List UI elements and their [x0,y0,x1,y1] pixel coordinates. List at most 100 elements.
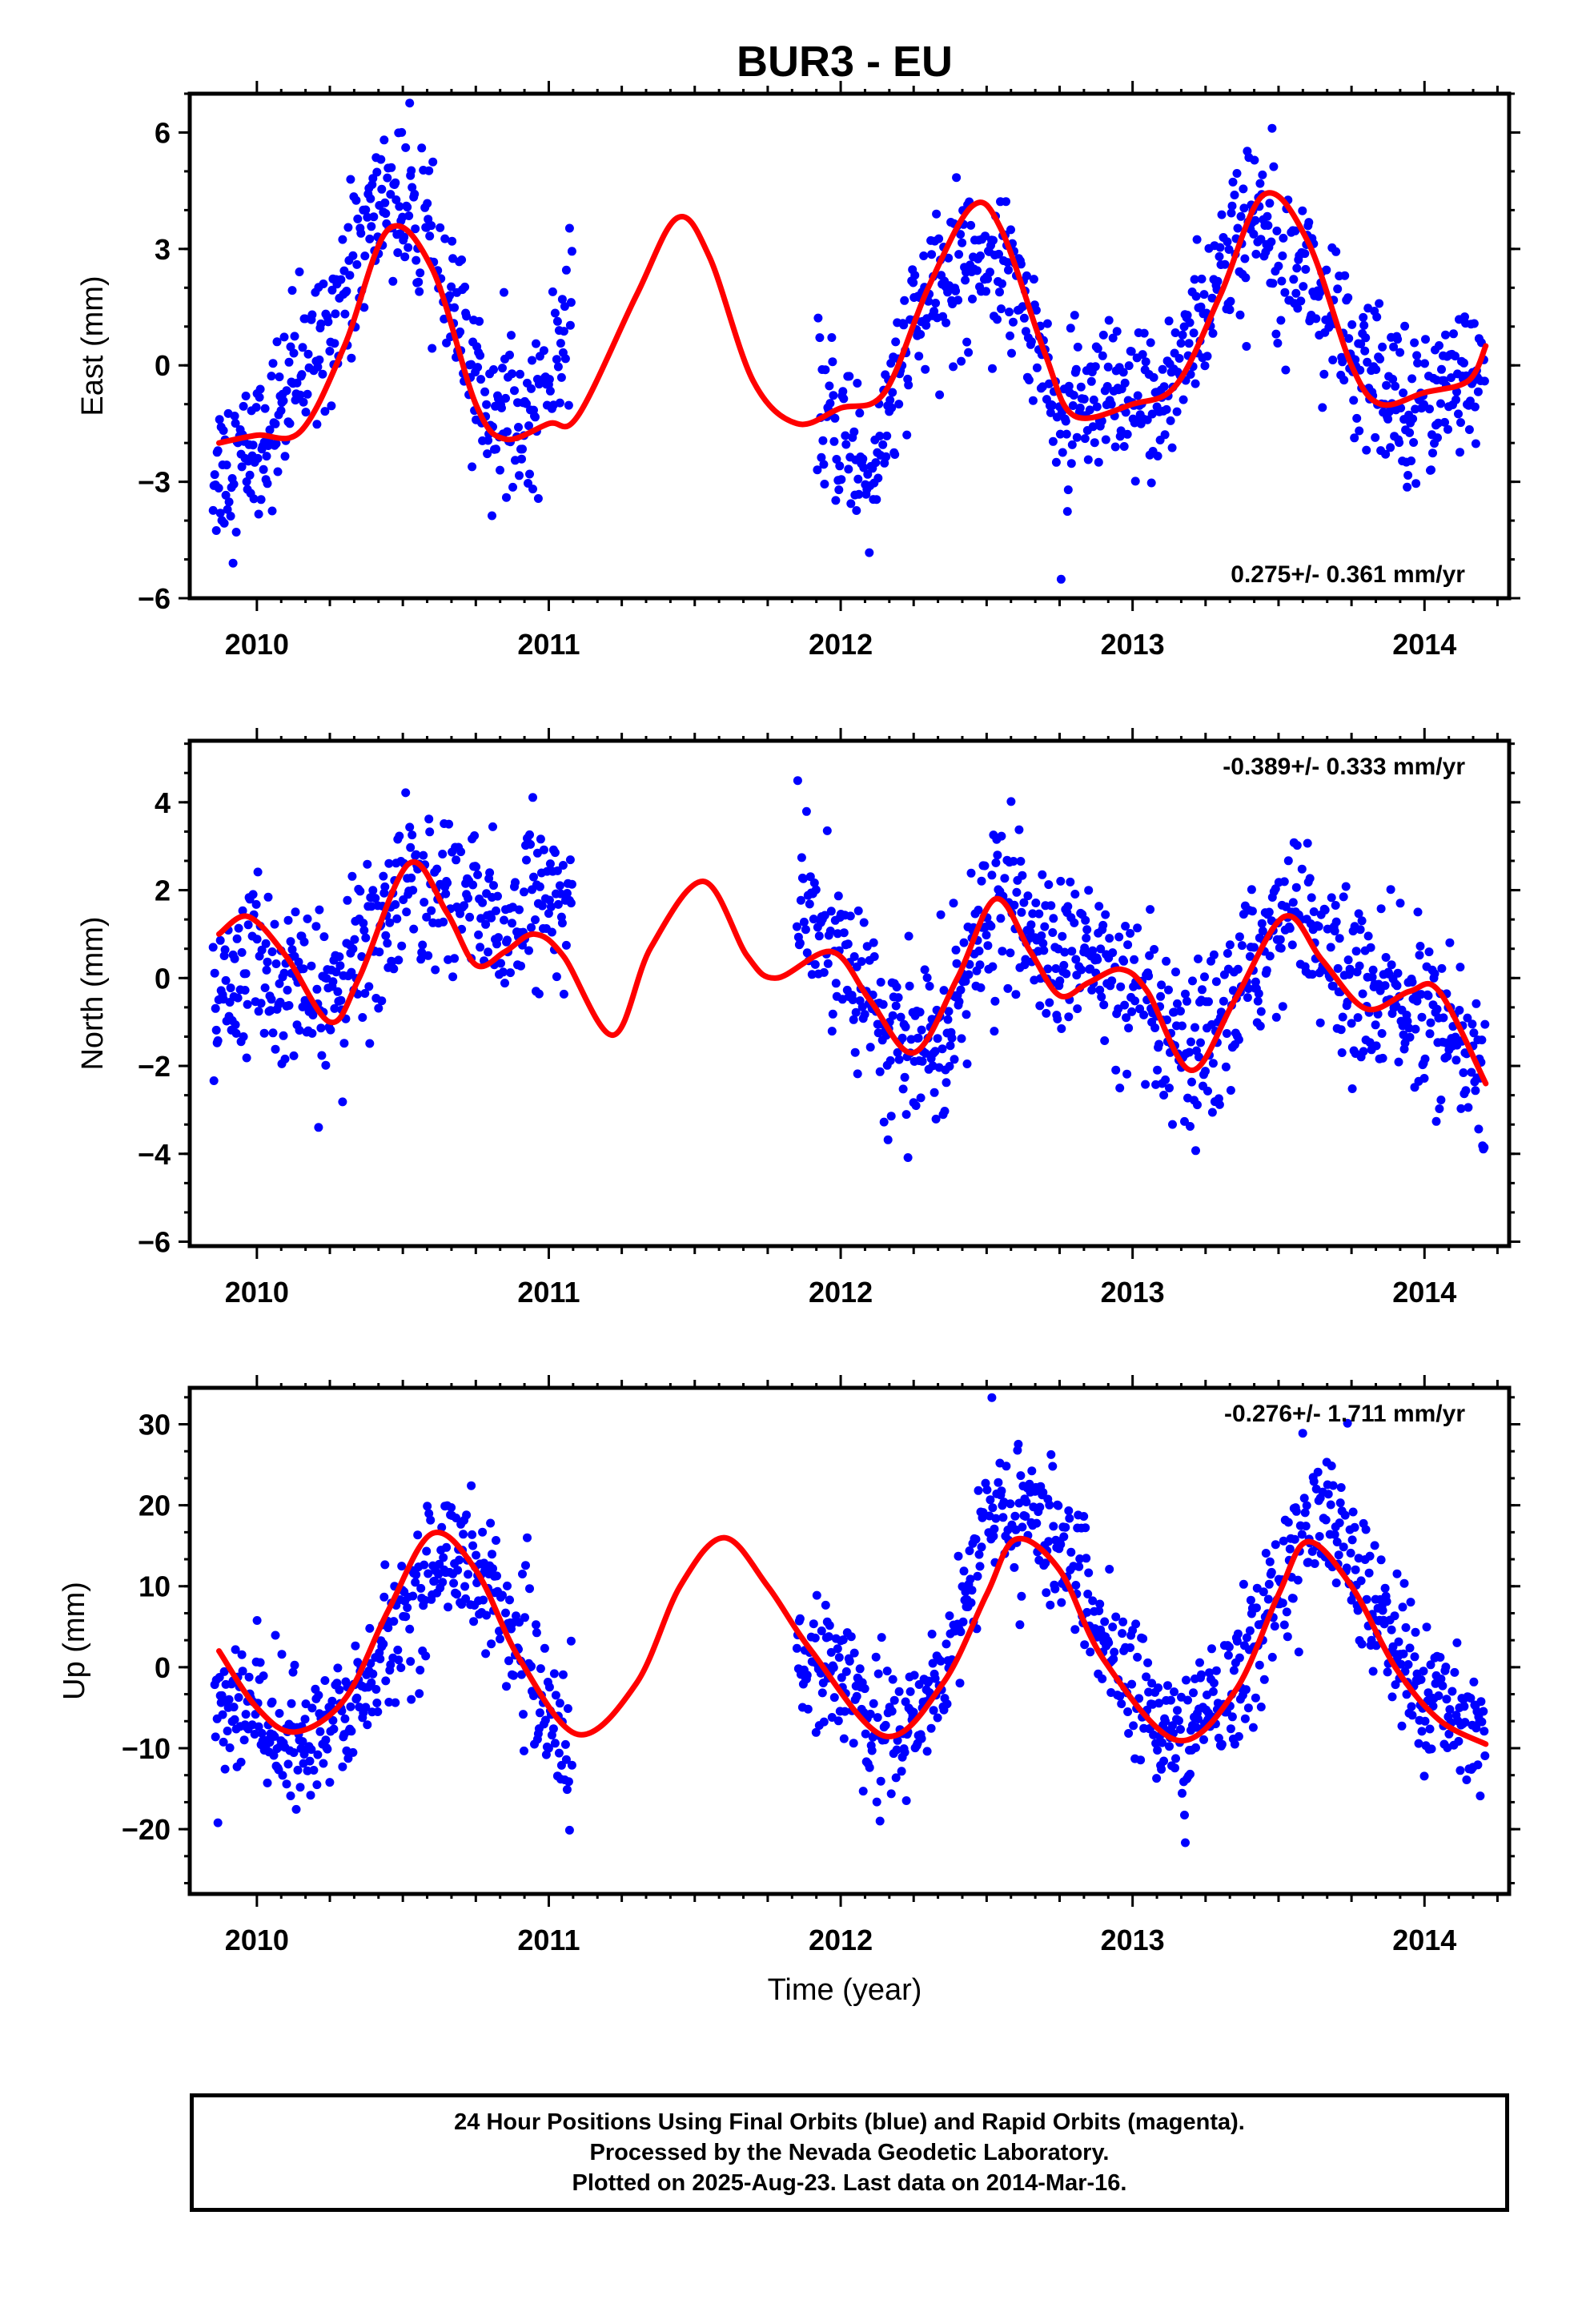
data-point [306,1791,315,1800]
data-point [997,304,1006,314]
data-point [1434,1691,1443,1700]
data-point [1236,211,1246,221]
data-point [1480,1727,1489,1736]
data-point [1048,928,1058,937]
data-point [865,1043,875,1052]
data-point [1189,328,1199,338]
data-point [544,1683,554,1692]
data-point [1447,1687,1457,1696]
data-point [993,850,1002,860]
data-point [346,1702,355,1711]
data-point [986,922,996,931]
data-point [243,999,252,1009]
data-point [900,296,909,305]
data-point [1320,905,1330,915]
data-point [849,1015,858,1024]
data-point [1092,402,1102,412]
data-point [367,902,376,911]
data-point [307,310,317,320]
data-point [555,398,564,408]
data-point [449,1578,459,1588]
data-point [516,369,524,379]
data-point [1290,1534,1299,1544]
data-point [254,1007,263,1016]
data-point [1477,1717,1487,1727]
data-point [1146,905,1155,915]
data-point [817,1626,826,1635]
data-point [1012,887,1022,897]
data-point [413,1530,423,1540]
data-point [1359,320,1369,330]
data-point [863,469,873,479]
data-point [383,1623,393,1633]
data-point [1403,1660,1413,1669]
data-point [929,1706,938,1715]
data-point [1208,328,1218,338]
data-point [1073,342,1082,352]
data-point [1059,1532,1069,1542]
data-point [949,362,958,372]
data-point [1055,429,1065,439]
data-point [987,870,997,880]
data-point [254,1722,263,1731]
data-point [993,315,1002,324]
data-point [986,1495,995,1505]
data-point [255,392,264,402]
data-point [548,287,557,296]
data-point [260,404,270,413]
data-point [336,995,346,1005]
data-point [1357,916,1367,926]
data-point [1241,273,1251,283]
data-point [1456,1766,1465,1775]
data-point [211,1003,220,1013]
data-point [498,1590,507,1600]
data-point [371,1685,381,1694]
data-point [1334,1550,1343,1560]
data-point [497,403,506,412]
data-point [832,455,841,464]
data-point [496,1634,504,1644]
data-point [1449,329,1458,339]
data-point [537,901,547,911]
data-point [1298,1429,1307,1438]
data-point [1048,1462,1058,1471]
data-point [990,1524,999,1534]
data-point [353,214,363,223]
data-point [1062,969,1071,979]
data-point [238,906,247,915]
data-point [1235,1653,1244,1663]
data-point [1229,1666,1239,1675]
data-point [479,1595,488,1605]
data-point [465,912,475,922]
data-point [293,1765,303,1775]
data-point [392,914,402,923]
data-point [828,1009,837,1019]
data-point [1057,1024,1066,1033]
data-point [823,959,833,968]
data-point [313,362,323,372]
data-point [1396,404,1406,412]
data-point [326,1025,335,1035]
data-point [889,1695,899,1705]
data-point [460,282,470,292]
data-point [1419,1771,1429,1781]
data-point [482,400,492,409]
data-point [1273,339,1283,348]
data-point [1004,265,1013,275]
data-point [393,248,403,257]
data-point [307,1028,317,1038]
data-point [839,928,849,938]
data-point [900,1747,909,1757]
data-point [1368,1667,1378,1676]
data-point [1170,1763,1179,1773]
data-point [1247,885,1256,895]
data-point [562,1785,572,1795]
data-point [1309,1477,1319,1486]
data-point [351,195,361,205]
data-point [1116,426,1126,436]
data-point [825,1621,834,1630]
data-point [1235,932,1244,942]
data-point [395,202,404,211]
data-point [255,1658,265,1667]
data-point [1407,456,1416,465]
